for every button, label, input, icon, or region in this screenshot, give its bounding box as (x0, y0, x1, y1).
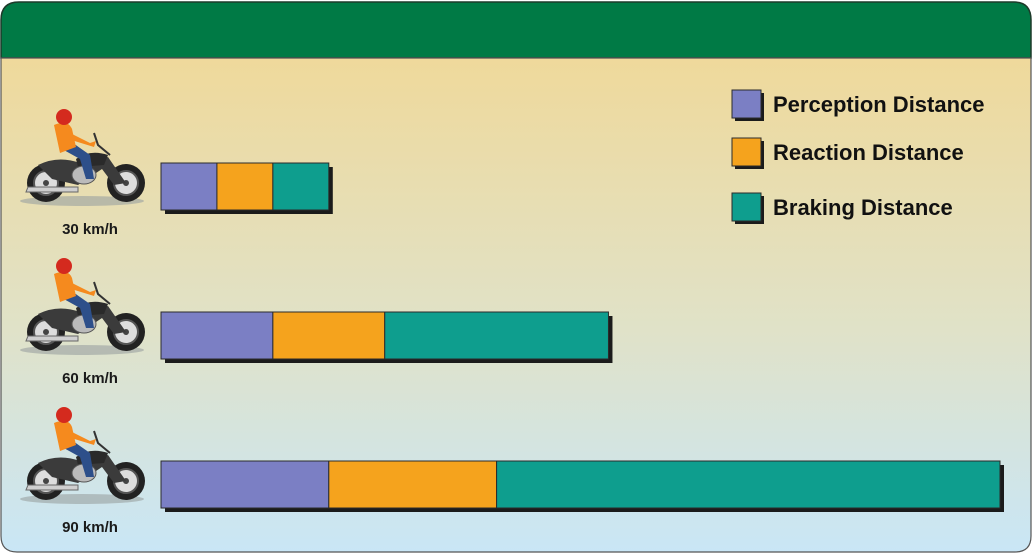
helmet (56, 407, 72, 423)
helmet (56, 109, 72, 125)
motorcycle-icon (20, 407, 145, 504)
motorcycle-icon (20, 258, 145, 355)
bar-segment (160, 162, 218, 211)
hub (43, 478, 49, 484)
legend-swatch (731, 137, 762, 167)
handlebar (93, 281, 111, 305)
rider-legs (62, 439, 94, 477)
rider-arm (66, 131, 96, 147)
legend-swatch (731, 192, 762, 222)
hub (43, 180, 49, 186)
legend-label: Perception Distance (773, 92, 985, 117)
rider-legs (62, 141, 94, 179)
bar-segment (160, 311, 274, 360)
exhaust (25, 335, 79, 342)
rider-body (54, 420, 76, 451)
header-band (0, 1, 1032, 59)
handlebar (93, 430, 111, 454)
rider-body (54, 122, 76, 153)
category-label: 90 km/h (62, 519, 118, 536)
bar-segment (384, 311, 609, 360)
legend-label: Braking Distance (773, 195, 953, 220)
rider-arm (66, 429, 96, 445)
bar-segment (328, 460, 498, 509)
bar-segment (272, 311, 386, 360)
helmet (56, 258, 72, 274)
bar-segment (160, 460, 330, 509)
motorcycle-icon (20, 109, 145, 206)
exhaust (25, 186, 79, 193)
rider-legs (62, 290, 94, 328)
rider-body (54, 271, 76, 302)
bar-segment (496, 460, 1001, 509)
rider-arm (66, 280, 96, 296)
category-label: 60 km/h (62, 370, 118, 387)
handlebar (93, 132, 111, 156)
category-label: 30 km/h (62, 221, 118, 238)
bar-segment (216, 162, 274, 211)
legend-swatch (731, 89, 762, 119)
legend-label: Reaction Distance (773, 140, 964, 165)
hub (43, 329, 49, 335)
exhaust (25, 484, 79, 491)
bar-segment (272, 162, 330, 211)
